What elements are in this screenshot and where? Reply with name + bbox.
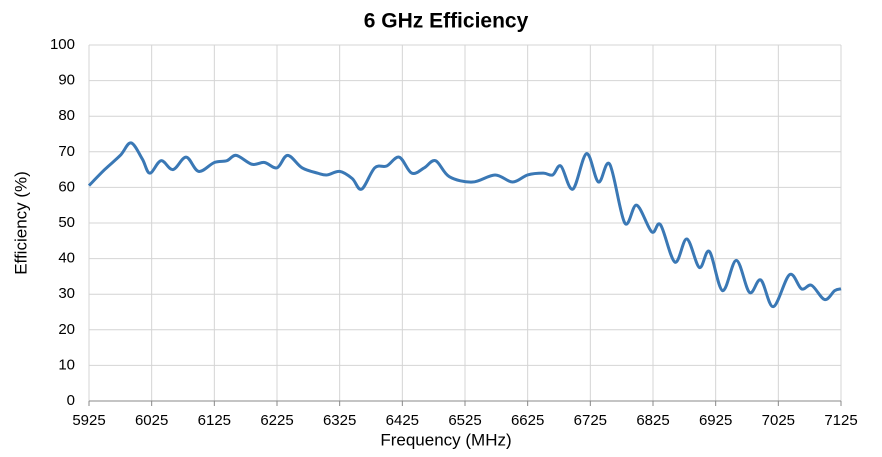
y-tick-label: 20 (58, 321, 75, 338)
x-tick-label: 6625 (511, 412, 544, 429)
x-tick-label: 6025 (135, 412, 168, 429)
x-tick-label: 6525 (448, 412, 481, 429)
y-tick-label: 100 (50, 36, 75, 53)
x-tick-label: 5925 (72, 412, 105, 429)
y-tick-label: 30 (58, 285, 75, 302)
y-tick-label: 0 (67, 392, 75, 409)
y-tick-label: 70 (58, 143, 75, 160)
y-tick-label: 90 (58, 72, 75, 89)
x-tick-label: 6125 (198, 412, 231, 429)
x-tick-label: 6225 (260, 412, 293, 429)
y-tick-label: 80 (58, 107, 75, 124)
x-axis-label: Frequency (MHz) (380, 430, 511, 449)
x-tick-label: 6825 (636, 412, 669, 429)
x-tick-label: 7125 (824, 412, 857, 429)
y-tick-label: 40 (58, 250, 75, 267)
y-axis-label: Efficiency (%) (11, 171, 30, 275)
data-line (87, 141, 842, 309)
x-tick-label: 6925 (699, 412, 732, 429)
y-tick-label: 50 (58, 214, 75, 231)
x-tick-label: 7025 (762, 412, 795, 429)
x-tick-label: 6325 (323, 412, 356, 429)
y-tick-label: 60 (58, 178, 75, 195)
x-tick-label: 6425 (386, 412, 419, 429)
x-tick-label: 6725 (574, 412, 607, 429)
y-tick-label: 10 (58, 356, 75, 373)
chart-title: 6 GHz Efficiency (364, 10, 529, 33)
